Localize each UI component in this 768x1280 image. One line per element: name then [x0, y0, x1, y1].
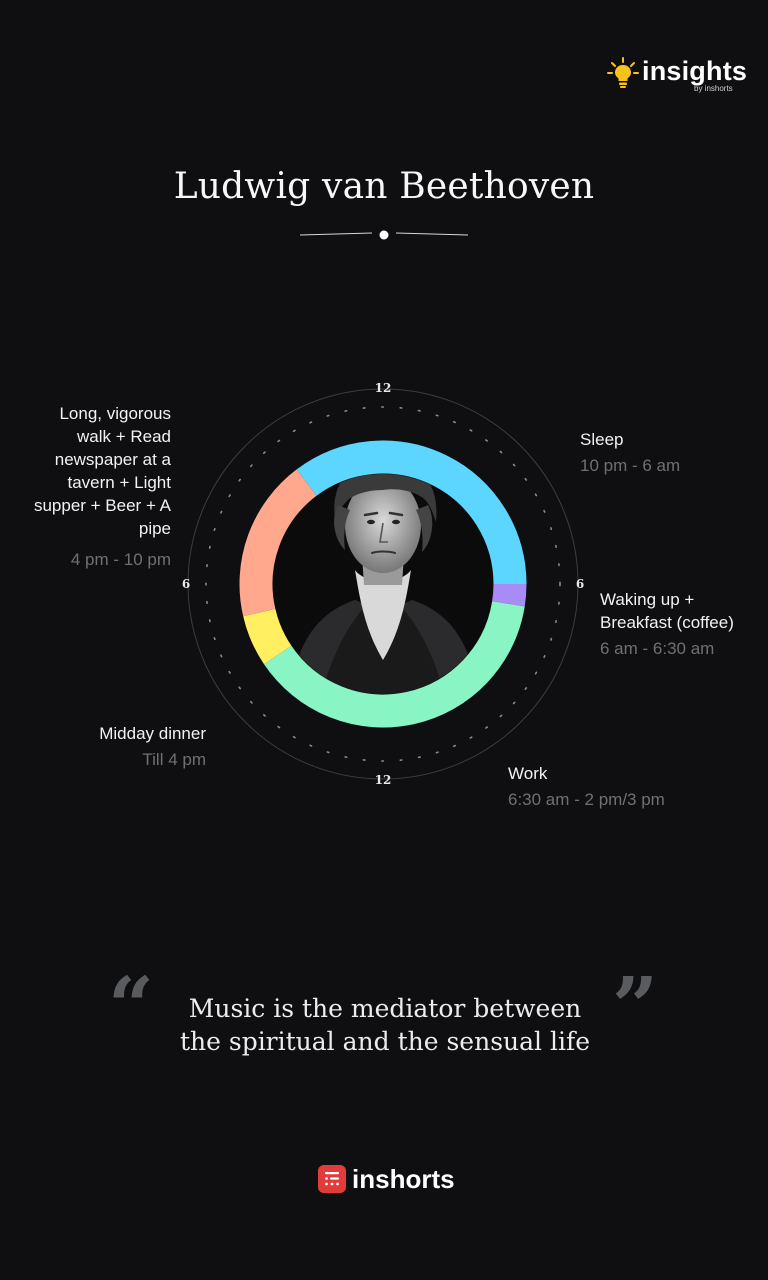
footer-brand-name: inshorts [352, 1164, 455, 1194]
activity-time: 6 am - 6:30 am [600, 639, 715, 658]
clock-outer-ring [187, 388, 579, 780]
activity-ring [239, 440, 527, 728]
activity-name-line: supper + Beer + A [33, 496, 171, 515]
activity-name: Midday dinner [99, 724, 206, 743]
insights-logo: insights by inshorts [606, 54, 748, 98]
activity-name-line: Long, vigorous [59, 404, 171, 423]
clock-label-bottom: 12 [374, 773, 392, 787]
activity-name-line: newspaper at a [54, 450, 171, 469]
inshorts-icon [318, 1165, 346, 1193]
open-quote-icon: “ [108, 959, 155, 1053]
close-quote-icon: ” [612, 959, 659, 1053]
page-title: Ludwig van Beethoven [173, 166, 595, 207]
clock-label-left: 6 [181, 577, 191, 591]
activity-name-line: walk + Read [76, 427, 171, 446]
evening-segment [239, 469, 317, 617]
activity-midday: Midday dinner Till 4 pm [40, 722, 206, 771]
activity-waking: Waking up + Breakfast (coffee) 6 am - 6:… [600, 588, 768, 660]
activity-time: 10 pm - 6 am [580, 456, 681, 475]
brand-name: insights [642, 56, 748, 86]
activity-name: Sleep [580, 430, 624, 449]
inshorts-logo: inshorts [318, 1163, 458, 1197]
quote-line: the spiritual and the sensual life [179, 1027, 591, 1056]
activity-name-line: tavern + Light [67, 473, 172, 492]
activity-time: Till 4 pm [142, 750, 206, 769]
brand-byline: by inshorts [694, 84, 733, 93]
activity-name-line: Waking up + [600, 590, 695, 609]
activity-sleep: Sleep 10 pm - 6 am [580, 428, 750, 477]
clock-tick-ring [205, 406, 561, 762]
activity-time: 4 pm - 10 pm [70, 550, 171, 569]
waking-segment [492, 583, 527, 607]
activity-evening: Long, vigorous walk + Read newspaper at … [10, 402, 171, 571]
activity-name-line: pipe [138, 519, 171, 538]
midday-segment [243, 608, 292, 665]
activity-time: 6:30 am - 2 pm/3 pm [508, 790, 665, 809]
sleep-segment [296, 440, 527, 585]
quote-line: Music is the mediator between [188, 994, 582, 1023]
activity-work: Work 6:30 am - 2 pm/3 pm [508, 762, 748, 811]
lightbulb-icon [607, 57, 639, 88]
work-segment [264, 600, 525, 728]
activity-name-line: Breakfast (coffee) [600, 613, 734, 632]
quote-text: Music is the mediator between the spirit… [170, 992, 600, 1058]
clock-label-right: 6 [575, 577, 585, 591]
title-divider [300, 230, 468, 240]
activity-name: Work [508, 764, 548, 783]
clock-label-top: 12 [374, 381, 392, 395]
